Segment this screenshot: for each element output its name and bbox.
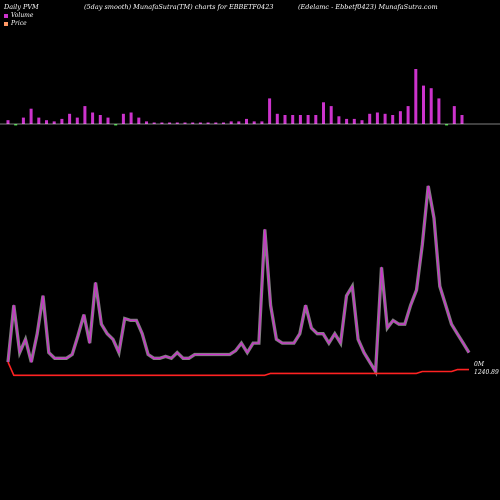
volume-bar [260, 121, 264, 124]
legend-price-swatch [4, 21, 8, 26]
price-line [7, 361, 469, 377]
volume-bar [222, 122, 225, 124]
volume-bar [91, 112, 95, 124]
volume-bar [106, 117, 110, 124]
volume-bar [345, 118, 349, 124]
volume-bar [6, 120, 10, 124]
volume-bar [121, 113, 125, 124]
volume-bar [52, 121, 56, 124]
volume-bar [45, 120, 48, 124]
volume-bar [368, 113, 372, 124]
volume-bar [291, 115, 295, 124]
volume-bar [322, 102, 325, 124]
volume-bar [206, 122, 210, 124]
chart-source: (Edelamc - Ebbetf0423) MunafaSutra.com [298, 3, 438, 11]
volume-bar [175, 122, 179, 124]
volume-bar [137, 117, 141, 124]
volume-bar [437, 98, 441, 124]
volume-bar [429, 88, 433, 124]
volume-bar [352, 118, 356, 124]
volume-bar [398, 111, 402, 124]
volume-bar [329, 106, 333, 124]
volume-bar [168, 122, 172, 124]
volume-bar [383, 113, 387, 124]
chart-label-left: Daily PVM [4, 3, 39, 11]
volume-bar [414, 69, 418, 124]
volume-bar [129, 112, 133, 124]
volume-bar [114, 124, 118, 126]
legend-price: Price [4, 20, 27, 27]
volume-bar [452, 106, 456, 124]
volume-bar [21, 117, 25, 124]
volume-bar [214, 122, 218, 124]
volume-bar [160, 122, 164, 124]
legend-volume-swatch [4, 13, 8, 18]
volume-bar [198, 122, 202, 124]
volume-bar [306, 115, 310, 124]
volume-bar [145, 121, 148, 124]
volume-bar [183, 122, 187, 124]
volume-bar [268, 98, 272, 124]
volume-bar [460, 115, 464, 124]
chart-title: (5day smooth) MunafaSutra(TM) charts for… [84, 3, 274, 11]
volume-bar [298, 115, 302, 124]
volume-bar [37, 117, 41, 124]
volume-bar [314, 115, 318, 124]
legend-price-label: Price [11, 20, 27, 27]
volume-bar [68, 113, 72, 124]
volume-bar [237, 121, 241, 124]
pvm-line [7, 185, 470, 373]
volume-bar [152, 122, 156, 124]
volume-bar [98, 115, 102, 124]
volume-bar [60, 118, 64, 124]
legend-volume: Volume [4, 12, 33, 19]
volume-bar [75, 117, 79, 124]
volume-bar [275, 113, 279, 124]
volume-bar [391, 115, 395, 124]
volume-bar [191, 122, 195, 124]
legend-volume-label: Volume [11, 12, 34, 19]
volume-bar [360, 120, 364, 124]
volume-bar [422, 85, 425, 124]
volume-bar [337, 116, 341, 124]
price-end-label: 1240.89 [474, 369, 499, 376]
volume-bar [245, 118, 248, 124]
volume-bar [83, 106, 87, 124]
volume-bar [229, 121, 233, 124]
pvm-line-glow [6, 185, 471, 377]
volume-bar [406, 106, 410, 124]
volume-end-label: 0M [474, 361, 484, 368]
volume-bar [29, 108, 33, 124]
volume-bar [445, 124, 449, 126]
volume-bar [375, 112, 379, 124]
volume-bar [283, 115, 287, 124]
volume-bar [14, 124, 18, 126]
volume-bar [252, 121, 256, 124]
